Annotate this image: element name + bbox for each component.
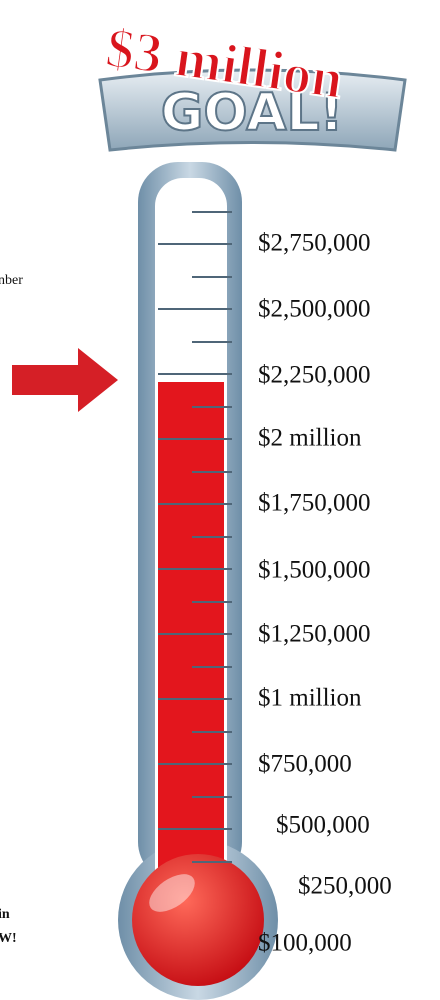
scale-label: $1,500,000 <box>258 557 371 584</box>
scale-label: $2 million <box>258 425 362 452</box>
side-text: W! <box>0 931 17 946</box>
arrow <box>12 348 118 412</box>
scale-label: $750,000 <box>258 751 352 778</box>
scale-label: $500,000 <box>276 812 370 839</box>
scale-label: $1,250,000 <box>258 621 371 648</box>
side-text: in <box>0 907 10 922</box>
bulb <box>132 854 264 986</box>
thermometer-graphic: GOAL! $3 million nber in W! $2,750,000$2… <box>0 0 440 1000</box>
scale-label: $100,000 <box>258 930 352 957</box>
scale-label: $1,750,000 <box>258 490 371 517</box>
side-text: nber <box>0 273 23 288</box>
scale-label: $2,500,000 <box>258 296 371 323</box>
scale-label: $2,250,000 <box>258 362 371 389</box>
fill <box>158 382 224 902</box>
scale-label: $1 million <box>258 685 362 712</box>
scale-label: $250,000 <box>298 873 392 900</box>
scale-label: $2,750,000 <box>258 230 371 257</box>
